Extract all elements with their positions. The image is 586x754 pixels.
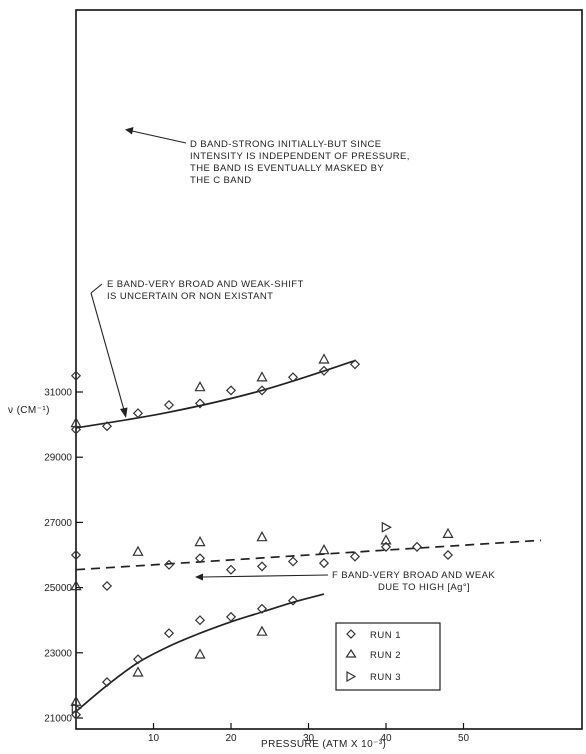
legend-triangle-right-icon (346, 670, 357, 683)
triangle-up-marker-run-2-0 (70, 416, 82, 428)
triangle-up-marker-run-2-8 (380, 534, 392, 545)
band-f-line (75, 593, 325, 713)
annotation-e-band: E BAND-VERY BROAD AND WEAK-SHIFT IS UNCE… (90, 279, 304, 418)
triangle-right-marker-run-3-0 (381, 521, 392, 533)
triangle-up-marker-run-2-12 (194, 648, 206, 659)
y-tick-label-25000: 25000 (44, 583, 72, 594)
annotation-e-arrow-b (90, 292, 125, 411)
legend-label-run-1: RUN 1 (370, 630, 401, 641)
diamond-marker-run-1-16 (287, 556, 299, 567)
y-tick-label-23000: 23000 (44, 648, 72, 659)
legend-label-run-3: RUN 3 (370, 672, 401, 683)
annotation-f-arrowhead (195, 573, 203, 581)
diamond-marker-run-1-0 (70, 370, 82, 381)
diamond-marker-run-1-11 (70, 549, 82, 561)
diamond-marker-run-1-25 (194, 615, 206, 626)
annotation-f-arrow (201, 574, 329, 578)
annotation-e-arrowhead (120, 407, 128, 418)
diamond-marker-run-1-9 (318, 365, 330, 376)
fit-lines (75, 359, 542, 713)
diamond-marker-run-1-4 (163, 399, 175, 411)
annotation-d-line-4: THE C BAND (190, 175, 252, 186)
y-tick-label-27000: 27000 (44, 518, 72, 529)
band-d-line (75, 359, 356, 429)
diamond-marker-run-1-1 (70, 424, 82, 435)
triangle-up-marker-run-2-11 (132, 666, 144, 677)
diamond-marker-run-1-7 (256, 385, 268, 396)
triangle-up-marker-run-2-4 (256, 371, 268, 382)
annotation-f-line-1: F BAND-VERY BROAD AND WEAK (332, 570, 495, 581)
diamond-marker-run-1-23 (132, 654, 144, 665)
diamond-marker-run-1-20 (411, 541, 423, 552)
annotation-d-arrow (131, 130, 187, 144)
data-markers (70, 353, 454, 720)
triangle-up-marker-run-2-2 (194, 535, 206, 547)
diamond-marker-run-1-29 (101, 677, 113, 688)
annotation-f-band: F BAND-VERY BROAD AND WEAK DUE TO HIGH [… (195, 570, 495, 593)
x-tick-label-40: 40 (380, 733, 392, 744)
triangle-up-marker-run-2-6 (318, 544, 330, 555)
diamond-marker-run-1-19 (380, 541, 392, 552)
diamond-marker-run-1-12 (163, 559, 175, 570)
annotation-d-line-1: D BAND-STRONG INITIALLY-BUT SINCE (190, 139, 381, 150)
diamond-marker-run-1-6 (225, 385, 237, 396)
legend-label-run-2: RUN 2 (370, 650, 401, 661)
triangle-up-marker-run-2-10 (70, 579, 82, 591)
legend-diamond-icon (346, 629, 356, 639)
annotation-d-band: D BAND-STRONG INITIALLY-BUT SINCE INTENS… (125, 127, 410, 186)
diamond-marker-run-1-27 (256, 603, 268, 614)
band-e-line (75, 539, 542, 571)
x-tick-label-50: 50 (458, 733, 470, 744)
x-tick-label-10: 10 (148, 733, 160, 744)
y-tick-label-29000: 29000 (44, 453, 72, 464)
legend: RUN 1 RUN 2 RUN 3 (335, 622, 441, 691)
annotation-e-line-2: IS UNCERTAIN OR NON EXISTANT (107, 291, 273, 302)
annotation-d-line-3: THE BAND IS EVENTUALLY MASKED BY (190, 163, 384, 174)
diamond-marker-run-1-10 (349, 359, 361, 370)
triangle-up-marker-run-2-9 (442, 527, 454, 539)
legend-triangle-up-icon (345, 648, 357, 658)
diamond-marker-run-1-3 (132, 408, 144, 419)
diamond-marker-run-1-24 (163, 628, 175, 639)
diamond-marker-run-1-22 (101, 580, 113, 592)
diamond-marker-run-1-13 (194, 553, 206, 564)
diamond-marker-run-1-26 (225, 611, 237, 622)
annotation-f-line-2: DUE TO HIGH [Ag°] (378, 582, 470, 593)
diamond-marker-run-1-28 (287, 595, 299, 606)
diamond-marker-run-1-21 (442, 549, 454, 561)
y-axis-title: ν (CM⁻¹) (8, 405, 50, 416)
triangle-up-marker-run-2-7 (318, 353, 330, 364)
y-tick-label-31000: 31000 (44, 388, 72, 399)
x-tick-label-20: 20 (225, 733, 237, 744)
annotation-d-line-2: INTENSITY IS INDEPENDENT OF PRESSURE, (190, 151, 410, 162)
triangle-right-marker-run-3-1 (71, 702, 82, 714)
diamond-marker-run-1-17 (318, 558, 330, 569)
triangle-up-marker-run-2-13 (256, 625, 268, 636)
y-tick-label-21000: 21000 (44, 714, 72, 725)
plot-frame (75, 9, 583, 730)
annotation-e-line-1: E BAND-VERY BROAD AND WEAK-SHIFT (107, 279, 304, 290)
triangle-up-marker-run-2-3 (194, 381, 206, 392)
diamond-marker-run-1-15 (256, 561, 268, 572)
triangle-up-marker-run-2-1 (132, 545, 144, 556)
annotation-e-arrow-a (90, 283, 103, 294)
x-axis-title: PRESSURE (ATM X 10⁻³) (261, 739, 386, 750)
triangle-up-marker-run-2-5 (256, 531, 268, 542)
diamond-marker-run-1-14 (225, 564, 237, 575)
x-tick-label-30: 30 (303, 733, 315, 744)
diamond-marker-run-1-2 (101, 421, 113, 432)
diamond-marker-run-1-8 (287, 372, 299, 383)
diamond-marker-run-1-30 (70, 709, 82, 720)
diamond-marker-run-1-18 (349, 551, 361, 562)
diamond-marker-run-1-5 (194, 398, 206, 409)
annotation-d-arrowhead (125, 127, 134, 135)
